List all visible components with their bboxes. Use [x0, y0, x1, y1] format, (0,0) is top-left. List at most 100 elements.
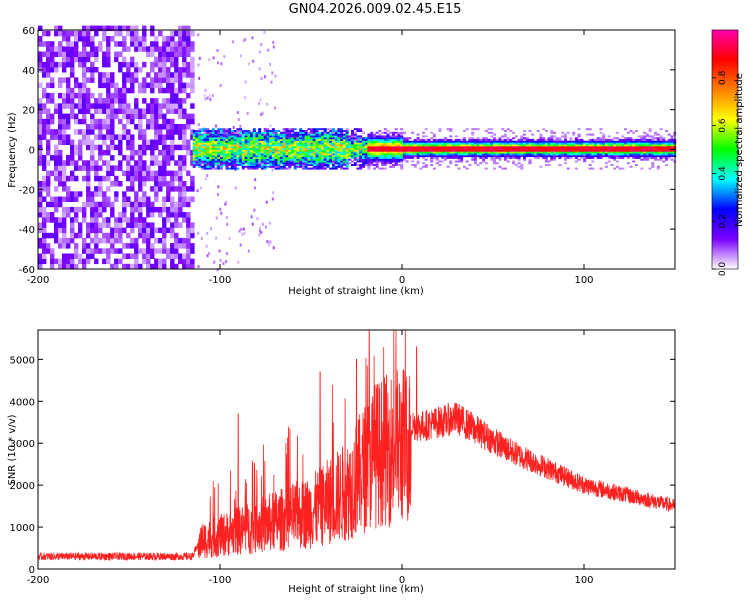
spectrogram-cell [495, 151, 499, 154]
spectrogram-cell [280, 149, 284, 152]
spectrogram-cell [38, 56, 43, 63]
spectrogram-cell [662, 155, 666, 158]
spectrogram-cell [315, 156, 319, 159]
spectrogram-cell [501, 128, 505, 131]
spectrogram-cell [299, 142, 303, 145]
spectrogram-cell [154, 248, 159, 254]
spectrogram-cell [501, 140, 505, 143]
spectrogram-cell [274, 162, 278, 165]
spectrogram-cell [659, 135, 663, 138]
spectrogram-cell [134, 124, 139, 130]
spectrogram-cell [321, 147, 324, 150]
spectrogram-cell [263, 140, 267, 143]
spectrogram-cell [230, 130, 234, 132]
spectrogram-cell [615, 131, 619, 134]
spectrogram-cell [544, 155, 548, 158]
spectrogram-cell [170, 46, 175, 52]
spectrogram-cell [192, 144, 196, 147]
spectrogram-cell [312, 147, 316, 150]
spectrogram-cell [392, 142, 395, 145]
spectrogram-cell [130, 155, 135, 161]
spectrogram-cell [356, 138, 360, 141]
spectrogram-cell [70, 196, 75, 202]
spectrogram-cell [604, 151, 608, 154]
spectrogram-cell [635, 130, 638, 132]
spectrogram-cell [162, 181, 167, 187]
spectrogram-cell [438, 160, 442, 163]
spectrogram-cell [490, 144, 494, 147]
spectrogram-cell [178, 253, 183, 259]
spectrogram-cell [618, 146, 622, 149]
spectrogram-cell [651, 153, 655, 156]
spectrogram-cell [206, 146, 210, 149]
spectrogram-cell [114, 263, 119, 270]
spectrogram-cell [643, 144, 647, 147]
spectrogram-cell [94, 124, 99, 130]
spectrogram-cell [585, 128, 589, 131]
spectrogram-cell [54, 186, 59, 192]
spectrogram-cell [239, 147, 243, 150]
spectrogram-cell [517, 165, 521, 168]
spectrogram-cell [282, 155, 286, 158]
spectrogram-cell [337, 131, 341, 134]
spectrogram-cell [498, 142, 502, 145]
spectrogram-cell [400, 131, 404, 134]
spectrogram-cell [138, 41, 143, 47]
spectrogram-cell [247, 164, 251, 166]
spectrogram-cell [503, 130, 507, 132]
spectrogram-cell [271, 162, 275, 165]
spectrogram-cell [471, 151, 475, 154]
spectrogram-cell [364, 153, 368, 156]
spectrogram-cell [126, 118, 131, 125]
spectrogram-cell [138, 149, 143, 156]
spectrogram-cell [142, 134, 147, 140]
spectrogram-cell [525, 138, 529, 141]
spectrogram-cell [212, 56, 215, 60]
spectrogram-cell [411, 131, 415, 134]
spectrogram-cell [118, 227, 123, 234]
spectrogram-cell [394, 142, 398, 145]
spectrogram-cell [102, 108, 107, 114]
spectrogram-cell [38, 98, 43, 104]
spectrogram-cell [618, 142, 622, 145]
spectrogram-cell [342, 151, 346, 154]
spectrogram-cell [162, 227, 167, 234]
spectrogram-cell [348, 153, 352, 156]
spectrogram-cell [506, 142, 510, 145]
spectrogram-cell [255, 149, 259, 152]
spectrogram-cell [602, 155, 606, 158]
spectrogram-cell [158, 263, 163, 270]
spectrogram-cell [293, 149, 297, 152]
spectrogram-cell [370, 137, 374, 140]
spectrogram-cell [190, 82, 195, 89]
spectrogram-cell [613, 158, 617, 161]
spectrogram-cell [613, 155, 617, 158]
spectrogram-cell [353, 151, 357, 154]
spectrogram-cell [479, 142, 483, 145]
spectrogram-cell [463, 130, 466, 132]
spectrogram-cell [186, 36, 191, 42]
spectrogram-cell [348, 149, 352, 152]
spectrogram-cell [94, 144, 99, 151]
spectrogram-cell [506, 138, 510, 141]
spectrogram-cell [528, 160, 532, 163]
spectrogram-cell [318, 149, 322, 152]
spectrogram-cell [577, 128, 581, 131]
spectrogram-cell [321, 155, 324, 158]
spectrogram-cell [158, 134, 163, 140]
spectrogram-cell [130, 201, 135, 208]
spectrogram-cell [285, 135, 289, 138]
spectrogram-cell [222, 155, 226, 158]
spectrogram-cell [307, 156, 311, 159]
spectrogram-cell [233, 155, 237, 158]
spectrogram-cell [656, 133, 660, 136]
spectrogram-cell [547, 153, 551, 156]
spectrogram-cell [209, 142, 213, 145]
spectrogram-cell [329, 147, 333, 150]
spectrogram-cell [400, 153, 404, 156]
spectrogram-cell [228, 140, 232, 143]
spectrogram-cell [446, 144, 450, 147]
spectrogram-cell [495, 140, 499, 143]
spectrogram-cell [122, 124, 127, 130]
spectrogram-cell [523, 156, 526, 159]
